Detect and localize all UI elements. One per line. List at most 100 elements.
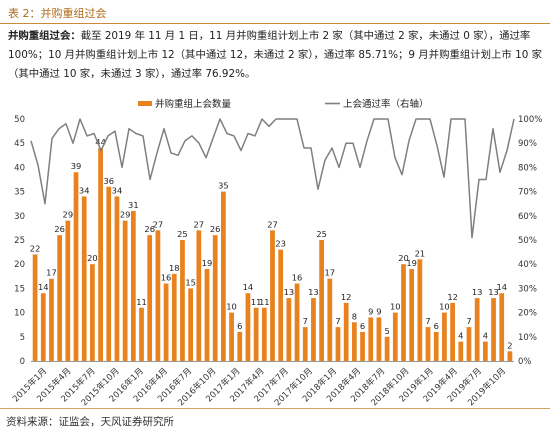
y-right-tick-label: 10% <box>518 333 537 343</box>
bar <box>360 331 365 361</box>
bar <box>351 322 357 361</box>
bar <box>433 331 439 361</box>
bar-data-label: 25 <box>316 229 327 239</box>
bar-data-label: 29 <box>120 210 131 220</box>
bar <box>204 269 210 361</box>
bar-data-label: 20 <box>398 253 409 263</box>
bar <box>450 302 455 361</box>
bar <box>32 254 38 361</box>
bar <box>401 264 406 361</box>
bar <box>368 317 374 361</box>
bar <box>139 307 144 361</box>
y-right-tick-label: 0% <box>518 357 532 367</box>
bar <box>81 196 87 361</box>
bar <box>221 191 226 361</box>
bar <box>114 196 120 361</box>
bar-data-label: 12 <box>341 292 352 302</box>
bar <box>335 327 341 361</box>
bar-data-label: 10 <box>226 302 237 312</box>
bar <box>425 327 431 361</box>
bar <box>343 302 349 361</box>
y-right-tick-label: 80% <box>518 163 537 173</box>
bar-data-label: 23 <box>275 239 286 249</box>
bar-data-label: 27 <box>153 219 164 229</box>
bar <box>294 283 300 361</box>
bar <box>229 312 234 361</box>
bar <box>147 235 153 361</box>
bar-data-label: 11 <box>136 297 147 307</box>
y-right-tick-label: 90% <box>518 139 537 149</box>
bar-data-label: 10 <box>439 302 450 312</box>
y-right-tick-label: 50% <box>518 236 537 246</box>
y-right-tick-label: 70% <box>518 188 537 198</box>
bar <box>253 307 259 361</box>
bar-data-label: 7 <box>303 316 308 326</box>
y-left-tick-label: 10 <box>14 309 25 319</box>
bar-data-label: 31 <box>128 200 139 210</box>
bar-data-label: 27 <box>267 219 278 229</box>
bar <box>237 331 243 361</box>
bar-data-label: 21 <box>415 248 426 258</box>
bar <box>49 278 54 361</box>
bar <box>212 235 218 361</box>
y-right-tick-label: 20% <box>518 309 537 319</box>
bar-data-label: 26 <box>144 224 155 234</box>
bar-data-label: 22 <box>30 244 41 254</box>
bar-data-label: 39 <box>71 161 82 171</box>
bar <box>384 336 390 361</box>
bar-data-label: 6 <box>237 321 242 331</box>
bar <box>466 327 472 361</box>
bar-data-label: 9 <box>376 306 381 316</box>
bar-data-label: 13 <box>472 287 483 297</box>
y-left-tick-label: 15 <box>14 284 25 294</box>
bar <box>278 249 284 361</box>
bar-data-label: 6 <box>360 321 365 331</box>
bar-data-label: 13 <box>308 287 319 297</box>
bar <box>319 240 324 361</box>
bar-data-label: 2 <box>507 340 512 350</box>
bar-data-label: 29 <box>63 210 74 220</box>
bar-data-label: 15 <box>185 277 196 287</box>
bar <box>106 186 112 361</box>
bar-data-label: 20 <box>87 253 98 263</box>
bar <box>376 317 382 361</box>
bar <box>417 259 423 361</box>
bar <box>98 148 103 361</box>
bar-data-label: 13 <box>284 287 295 297</box>
bar <box>245 293 251 361</box>
bar-data-label: 19 <box>406 258 417 268</box>
y-left-tick-label: 20 <box>14 260 25 270</box>
bar <box>482 341 488 361</box>
bar <box>130 210 136 361</box>
y-left-tick-label: 0 <box>20 357 25 367</box>
legend-bar-swatch <box>138 101 152 106</box>
bar-data-label: 44 <box>95 137 106 147</box>
bar <box>311 298 316 361</box>
bar-data-label: 13 <box>488 287 499 297</box>
bar <box>270 230 275 361</box>
bar-data-label: 26 <box>54 224 65 234</box>
y-left-tick-label: 30 <box>14 212 25 222</box>
bar <box>261 307 267 361</box>
y-left-tick-label: 5 <box>20 333 25 343</box>
summary-paragraph: 并购重组过会：截至 2019 年 11 月 1 日，11 月并购重组计划上市 2… <box>8 27 546 84</box>
title-divider <box>0 23 550 24</box>
bar <box>392 312 398 361</box>
bar-data-label: 16 <box>292 273 303 283</box>
bar-data-label: 8 <box>352 311 357 321</box>
pass-rate-line <box>30 118 515 239</box>
bar-data-label: 14 <box>496 282 507 292</box>
bottom-divider <box>0 408 550 409</box>
bar <box>163 283 169 361</box>
bar <box>90 264 95 361</box>
y-left-tick-label: 25 <box>14 236 25 246</box>
y-right-tick-label: 30% <box>518 284 537 294</box>
bar-data-label: 14 <box>38 282 49 292</box>
bar-data-label: 27 <box>194 219 205 229</box>
bar <box>155 230 161 361</box>
y-right-tick-label: 100% <box>518 115 542 125</box>
merger-review-chart: 并购重组上会数量 上会通过率（右轴）051015202530354045500%1… <box>10 98 542 408</box>
bar-data-label: 7 <box>466 316 471 326</box>
bar <box>302 327 308 361</box>
summary-lead: 并购重组过会： <box>8 30 81 42</box>
